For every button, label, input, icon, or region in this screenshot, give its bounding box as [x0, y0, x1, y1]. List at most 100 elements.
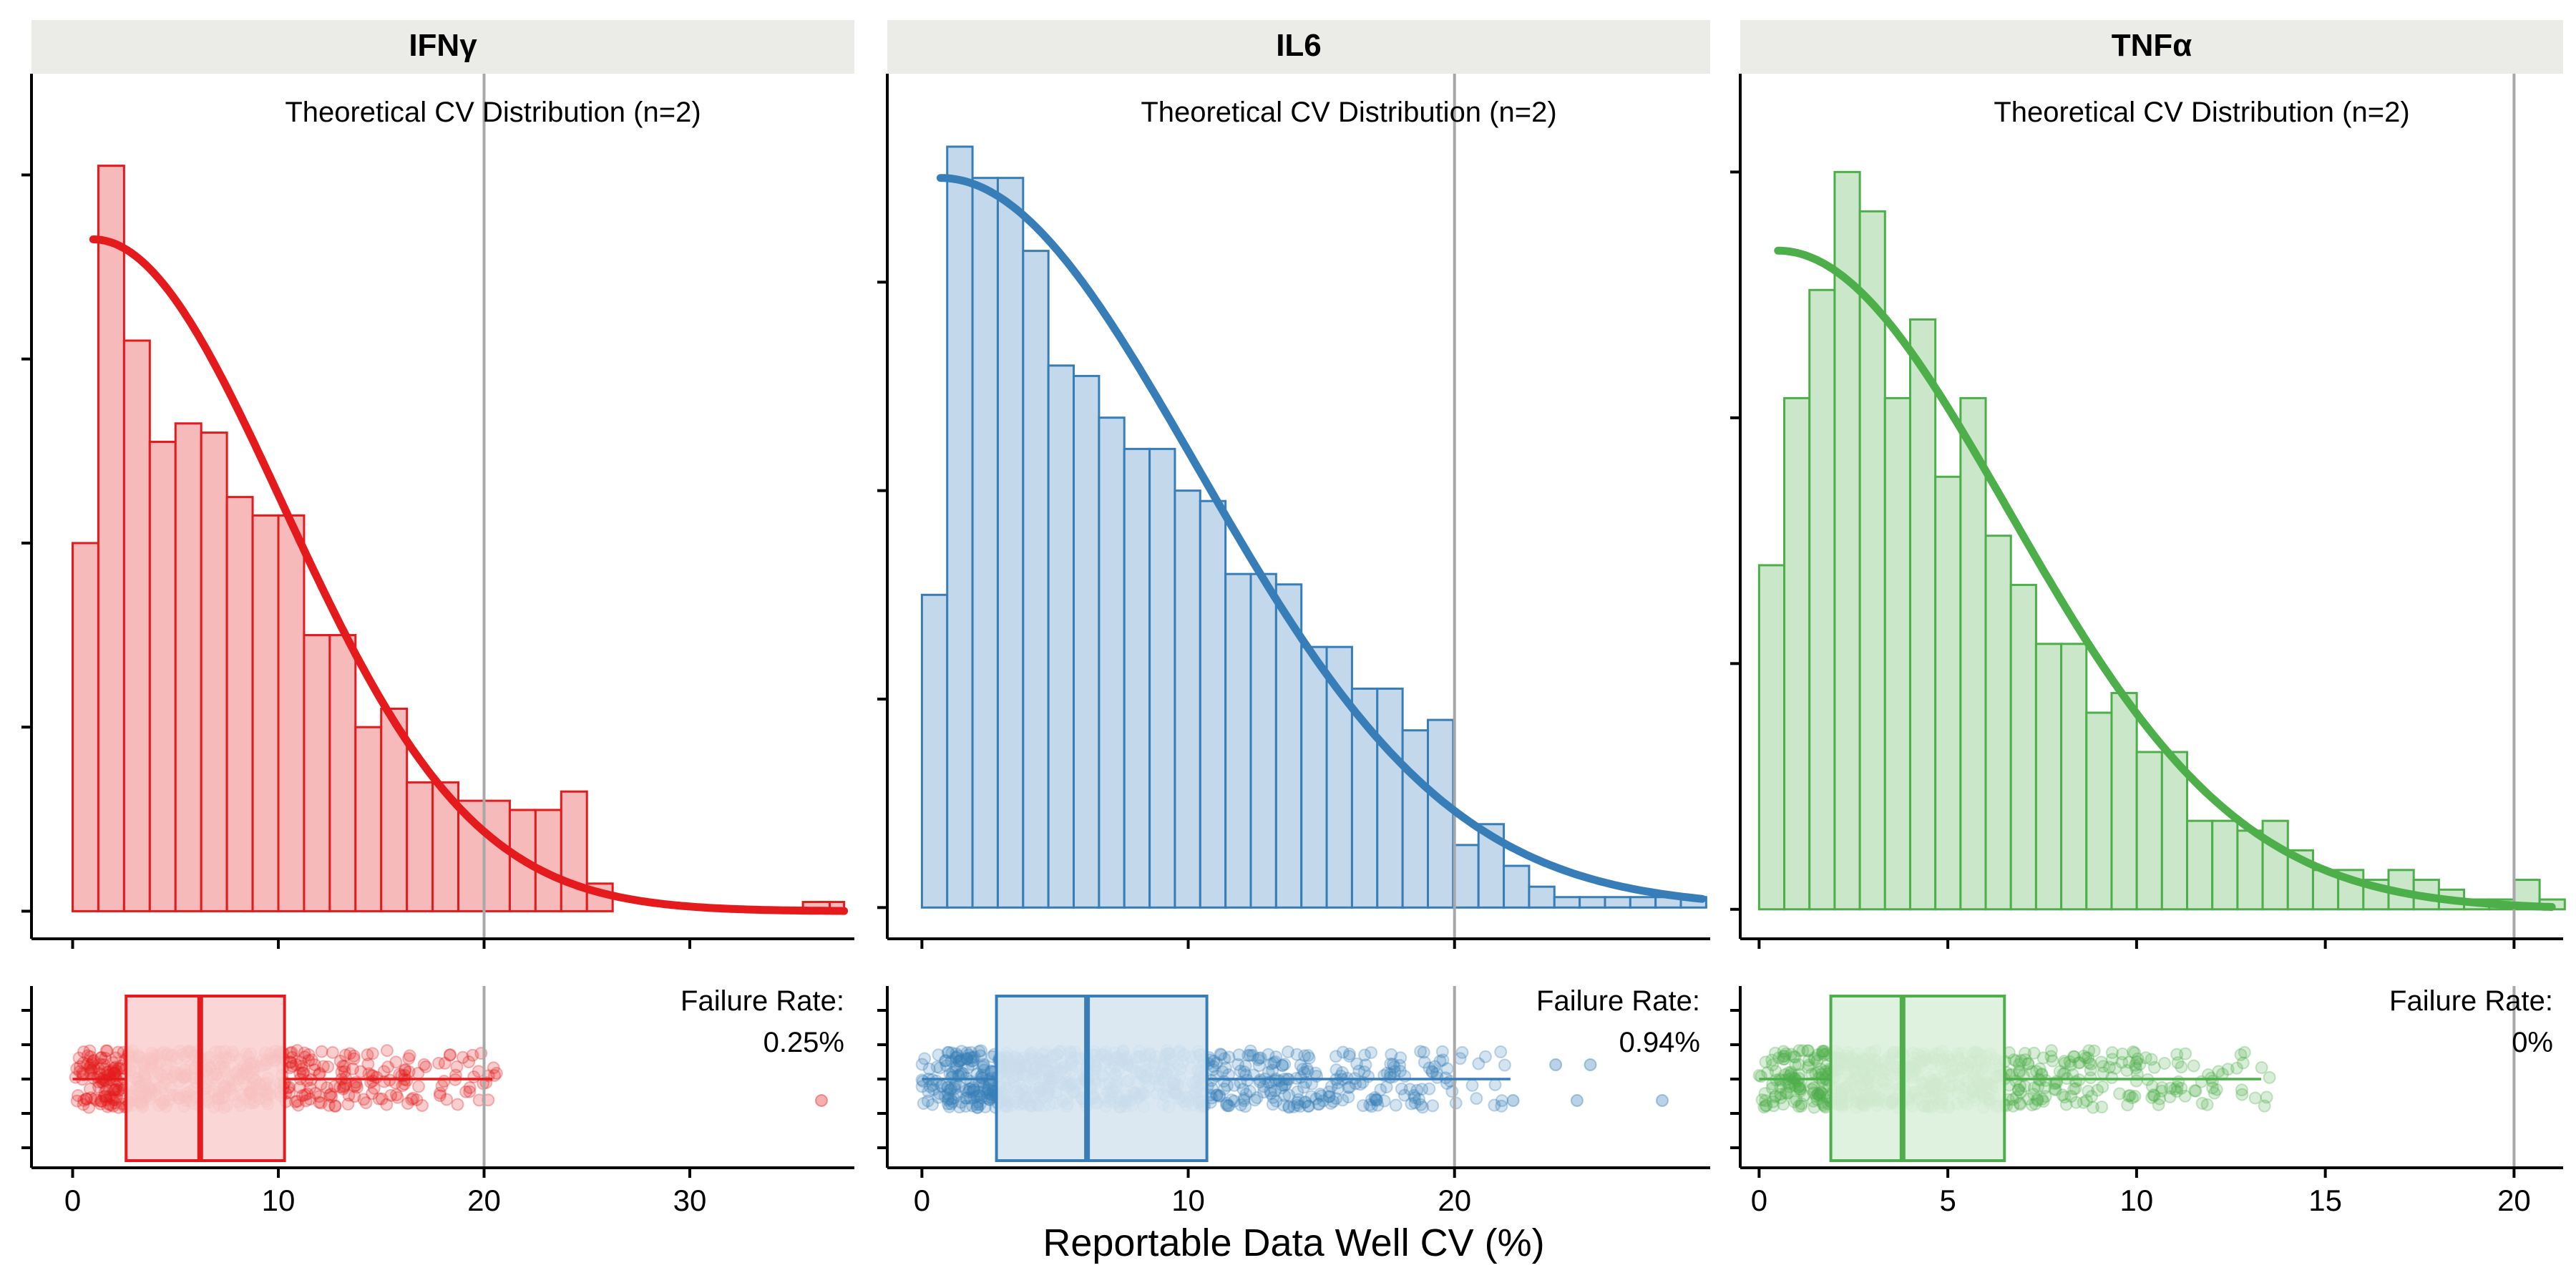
data-point: [952, 1080, 966, 1093]
histogram-bar: [277, 514, 306, 912]
data-point: [1225, 1093, 1239, 1107]
data-point: [951, 1049, 965, 1063]
data-point: [950, 1050, 963, 1064]
histogram-bar: [251, 514, 280, 912]
data-point: [965, 1054, 978, 1068]
data-point: [1324, 1096, 1337, 1110]
x-tick-label: 20: [1438, 1184, 1471, 1217]
histogram-bar: [328, 634, 357, 912]
data-point: [1269, 1055, 1282, 1068]
data-point: [977, 1063, 991, 1077]
data-point: [1254, 1051, 1267, 1065]
data-point: [99, 1073, 112, 1087]
data-point: [1267, 1056, 1281, 1070]
data-point: [107, 1063, 120, 1077]
data-point: [112, 1062, 126, 1075]
data-point: [965, 1058, 979, 1071]
data-point: [346, 1062, 359, 1075]
data-point: [85, 1057, 99, 1070]
data-point: [1257, 1085, 1270, 1099]
data-point: [1257, 1080, 1270, 1093]
data-point: [942, 1100, 956, 1113]
histogram-bar: [483, 799, 511, 912]
histogram-bar: [1604, 896, 1631, 909]
data-point: [313, 1096, 326, 1109]
data-point: [106, 1056, 119, 1070]
data-point: [950, 1047, 963, 1060]
histogram-bar: [1959, 396, 1987, 911]
failure-rate-value: 0.25%: [763, 1027, 844, 1058]
histogram-bar: [2186, 819, 2214, 911]
data-point: [99, 1044, 113, 1058]
data-point: [1371, 1098, 1385, 1112]
data-point: [99, 1083, 113, 1096]
data-point: [973, 1098, 987, 1111]
data-point: [1243, 1085, 1257, 1098]
panel-2: TNFα Theoretical CV Distribution (n=2) Fai…: [1730, 20, 2566, 1217]
data-point: [1782, 1066, 1795, 1080]
facet-strip: [887, 20, 1710, 74]
data-point: [1278, 1058, 1292, 1071]
data-point: [1322, 1090, 1336, 1103]
data-point: [443, 1048, 457, 1062]
data-point: [1389, 1098, 1402, 1112]
data-point: [450, 1060, 464, 1073]
data-point: [2084, 1063, 2097, 1077]
data-point: [1758, 1087, 1772, 1101]
data-point: [1222, 1068, 1236, 1081]
data-point: [89, 1093, 103, 1107]
data-point: [109, 1064, 123, 1078]
data-point: [2255, 1061, 2268, 1075]
data-point: [952, 1055, 965, 1068]
data-point: [938, 1090, 952, 1103]
data-point: [99, 1091, 113, 1104]
data-point: [1453, 1052, 1467, 1065]
data-point: [1211, 1088, 1224, 1102]
histogram-bar: [72, 542, 99, 912]
data-point: [1816, 1074, 1830, 1088]
data-point: [367, 1081, 381, 1095]
data-point: [1312, 1097, 1326, 1111]
data-point: [1237, 1065, 1251, 1078]
data-point: [104, 1065, 117, 1078]
data-point: [1234, 1064, 1247, 1078]
failure-rate-value: 0.94%: [1619, 1027, 1700, 1058]
data-point: [1778, 1068, 1792, 1081]
data-point: [94, 1050, 108, 1064]
data-point: [1793, 1082, 1807, 1096]
data-point: [1766, 1095, 1780, 1108]
data-point: [1301, 1065, 1314, 1078]
data-point: [926, 1098, 940, 1111]
x-tick-label: 20: [2497, 1184, 2531, 1217]
histogram-bar: [2135, 751, 2163, 911]
data-point: [972, 1085, 986, 1098]
data-point: [1269, 1094, 1283, 1108]
data-point: [1428, 1060, 1442, 1073]
data-point: [405, 1093, 419, 1106]
data-point: [77, 1056, 90, 1070]
data-point: [1796, 1044, 1810, 1058]
data-point: [941, 1045, 955, 1059]
data-point: [955, 1096, 968, 1109]
facet-title: IL6: [1276, 28, 1322, 63]
data-point: [1811, 1087, 1825, 1101]
data-point: [381, 1060, 395, 1074]
x-axis-title: Reportable Data Well CV (%): [1043, 1221, 1544, 1264]
data-point: [979, 1100, 992, 1113]
data-point: [456, 1050, 469, 1064]
data-point: [982, 1093, 996, 1106]
data-point: [1322, 1090, 1336, 1103]
distribution-annotation: Theoretical CV Distribution (n=2): [1994, 97, 2409, 128]
data-point: [107, 1083, 120, 1097]
data-point: [77, 1098, 90, 1111]
data-point: [950, 1088, 964, 1102]
data-point: [94, 1097, 107, 1111]
data-point: [1234, 1098, 1248, 1112]
data-point: [1237, 1094, 1251, 1108]
data-point: [1472, 1057, 1485, 1070]
data-point: [1767, 1099, 1780, 1113]
data-point: [321, 1081, 334, 1095]
data-point: [962, 1083, 976, 1096]
data-point: [444, 1048, 457, 1061]
data-point: [2260, 1091, 2273, 1104]
